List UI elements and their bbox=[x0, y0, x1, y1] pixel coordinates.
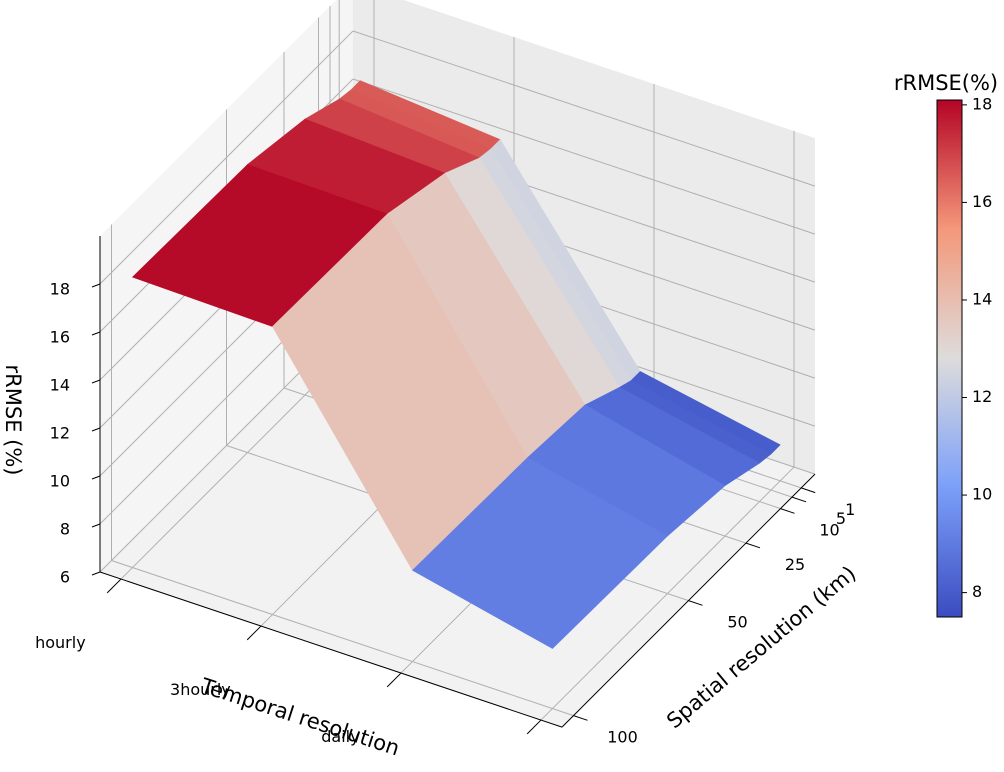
z-tick bbox=[91, 571, 101, 576]
x-tick-label: daily bbox=[321, 727, 359, 746]
colorbar bbox=[936, 99, 963, 618]
y-tick bbox=[780, 508, 795, 514]
z-tick-label: 8 bbox=[60, 520, 70, 539]
grid-line bbox=[352, 78, 816, 235]
y-tick-label: 1 bbox=[845, 500, 855, 519]
colorbar-tick-label: 14 bbox=[972, 289, 992, 308]
y-tick-label: 100 bbox=[607, 728, 638, 747]
z-tick bbox=[91, 331, 101, 336]
z-tick-label: 6 bbox=[60, 568, 70, 587]
y-tick bbox=[801, 487, 816, 494]
y-tick bbox=[573, 715, 588, 721]
y-tick bbox=[688, 600, 703, 606]
x-axis-label: Temporal resolution bbox=[197, 673, 402, 760]
grid-line bbox=[352, 30, 816, 187]
z-tick-label: 16 bbox=[50, 328, 70, 347]
z-axis-label: rRMSE (%) bbox=[1, 365, 25, 476]
surface-cell bbox=[412, 457, 668, 649]
y-tick-label: 5 bbox=[836, 509, 846, 528]
z-tick-label: 12 bbox=[50, 424, 70, 443]
z-tick bbox=[91, 523, 101, 528]
y-tick-label: 10 bbox=[819, 521, 839, 540]
y-tick bbox=[745, 542, 761, 549]
axis-line bbox=[99, 571, 563, 728]
y-tick-label: 25 bbox=[785, 555, 805, 574]
grid-line bbox=[99, 30, 354, 285]
z-tick-label: 14 bbox=[50, 376, 70, 395]
colorbar-tick-label: 8 bbox=[972, 582, 982, 601]
y-tick-label: 50 bbox=[727, 613, 747, 632]
z-tick bbox=[91, 283, 101, 288]
z-tick bbox=[91, 379, 101, 384]
colorbar-tick-label: 18 bbox=[972, 94, 992, 113]
x-tick bbox=[106, 578, 122, 594]
colorbar-tick-label: 12 bbox=[972, 387, 992, 406]
x-tick bbox=[246, 625, 262, 641]
z-tick bbox=[91, 475, 101, 480]
axis-line bbox=[561, 473, 816, 728]
z-tick-label: 10 bbox=[50, 472, 70, 491]
grid-line bbox=[111, 560, 574, 717]
z-tick bbox=[91, 427, 101, 432]
surface bbox=[131, 80, 781, 649]
colorbar-tick-label: 10 bbox=[972, 485, 992, 504]
x-tick bbox=[386, 672, 402, 688]
x-tick-label: hourly bbox=[35, 633, 86, 652]
y-tick bbox=[791, 496, 807, 503]
colorbar-title: rRMSE(%) bbox=[894, 71, 998, 95]
axes: hourly3hourlydailymonthly151025501006810… bbox=[35, 236, 855, 747]
colorbar-tick-label: 16 bbox=[972, 192, 992, 211]
x-tick bbox=[526, 719, 542, 735]
x-tick-label: 3hourly bbox=[170, 680, 231, 699]
z-tick-label: 18 bbox=[50, 280, 70, 299]
